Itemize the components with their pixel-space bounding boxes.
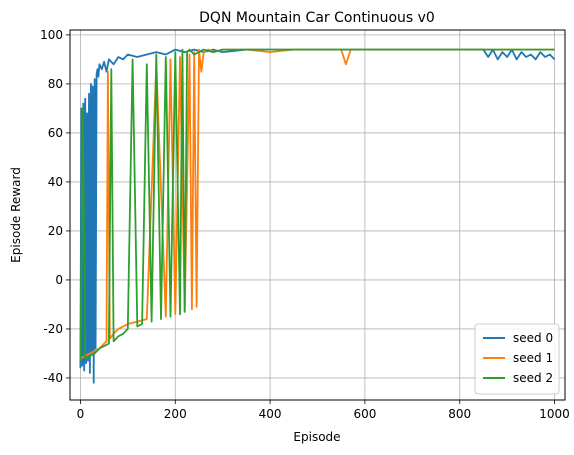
- axes-frame: [69, 29, 566, 401]
- y-tick-label: 40: [48, 175, 63, 189]
- x-tick-label: 1000: [539, 407, 570, 421]
- x-tick-label: 0: [77, 407, 85, 421]
- x-axis: 0 200 400 600 800 1000: [77, 400, 570, 421]
- x-tick-label: 800: [448, 407, 471, 421]
- legend-box: [474, 323, 560, 395]
- y-tick-label: 0: [55, 273, 63, 287]
- chart-title: DQN Mountain Car Continuous v0: [199, 10, 435, 26]
- x-axis-label: Episode: [293, 430, 340, 444]
- plot-area: [79, 48, 556, 384]
- y-tick-label: 20: [48, 224, 63, 238]
- y-tick-label: 60: [48, 126, 63, 140]
- series-line-seed-0: [79, 48, 556, 384]
- x-tick-label: 200: [164, 407, 187, 421]
- series-line-seed-2: [79, 48, 555, 361]
- y-axis: -40 -20 0 20 40 60 80 100: [40, 28, 70, 385]
- y-axis-label: Episode Reward: [9, 167, 23, 263]
- legend-label: seed 1: [513, 351, 553, 365]
- legend: seed 0 seed 1 seed 2: [474, 323, 560, 395]
- legend-label: seed 2: [513, 371, 553, 385]
- x-tick-label: 600: [353, 407, 376, 421]
- legend-label: seed 0: [513, 331, 553, 345]
- y-tick-label: 100: [40, 28, 63, 42]
- y-tick-label: -40: [43, 371, 63, 385]
- y-tick-label: -20: [43, 322, 63, 336]
- x-tick-label: 400: [259, 407, 282, 421]
- y-tick-label: 80: [48, 77, 63, 91]
